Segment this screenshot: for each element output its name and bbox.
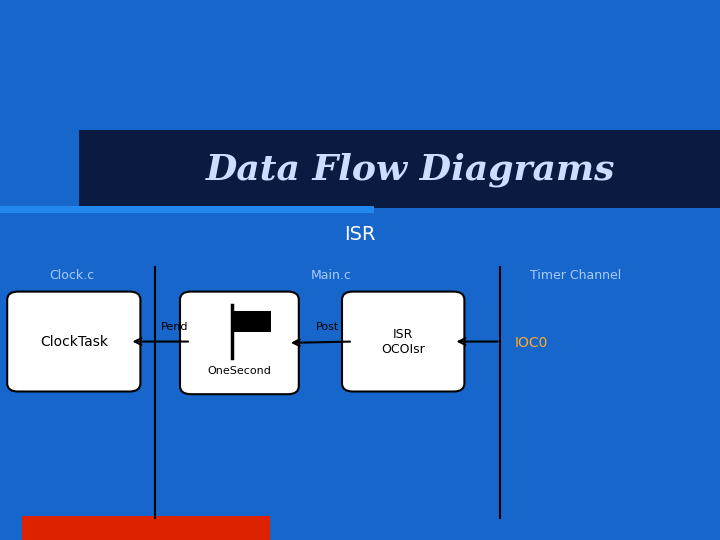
Bar (22, 516, 270, 540)
Text: ClockTask: ClockTask (40, 335, 108, 348)
Text: Main.c: Main.c (311, 269, 351, 282)
FancyBboxPatch shape (79, 130, 720, 208)
Text: IOC0: IOC0 (515, 336, 548, 350)
Text: Data Flow Diagrams: Data Flow Diagrams (206, 153, 615, 187)
Text: Post: Post (316, 322, 339, 332)
Text: ISR: ISR (344, 225, 376, 245)
Text: Clock.c: Clock.c (50, 269, 94, 282)
Bar (0, 206, 374, 213)
Text: Pend: Pend (161, 322, 188, 332)
Text: ISR
OCOIsr: ISR OCOIsr (382, 328, 425, 355)
Text: OneSecond: OneSecond (207, 366, 271, 376)
FancyBboxPatch shape (180, 292, 299, 394)
Text: Timer Channel: Timer Channel (531, 269, 621, 282)
FancyBboxPatch shape (7, 292, 140, 392)
FancyBboxPatch shape (342, 292, 464, 392)
FancyBboxPatch shape (232, 311, 271, 332)
